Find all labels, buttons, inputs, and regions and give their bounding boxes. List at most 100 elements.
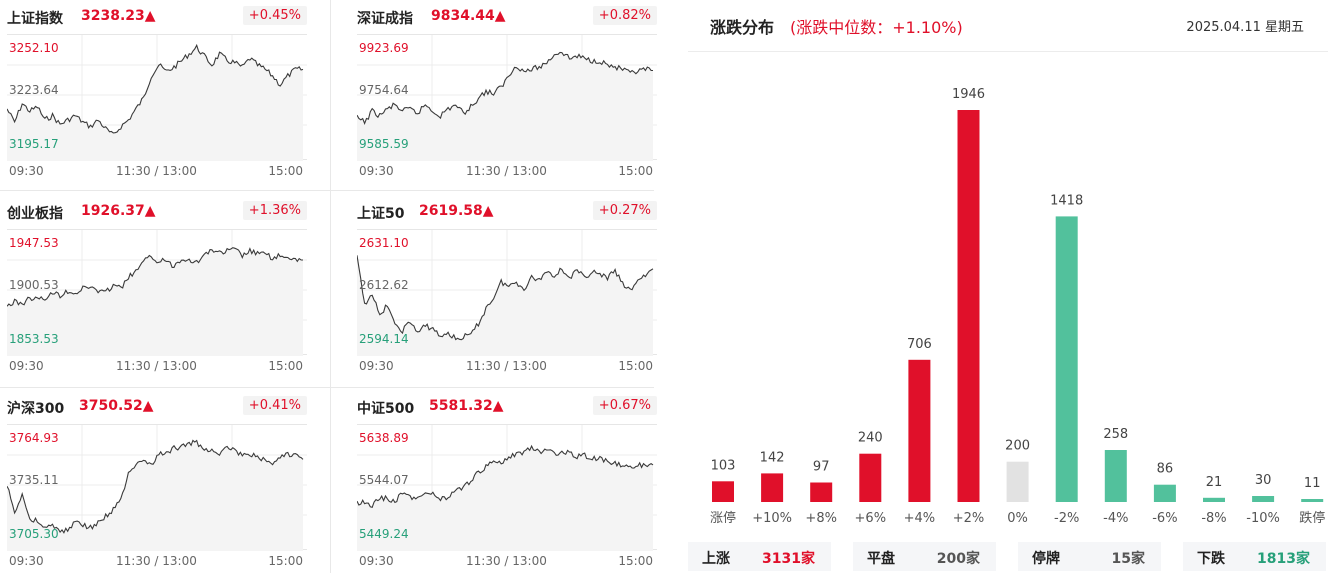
time-label-close: 15:00 — [618, 359, 653, 373]
index-change-badge: +0.82% — [592, 6, 657, 25]
time-axis: 09:30 11:30 / 13:00 15:00 — [357, 359, 657, 375]
price-low-label: 1853.53 — [9, 332, 59, 346]
index-panel[interactable]: 深证成指 9834.44▲ +0.82% 9923.69 9754.64 9585.59 0… — [357, 0, 657, 185]
distribution-title: 涨跌分布 — [710, 18, 775, 37]
category-label: -6% — [1152, 511, 1177, 526]
time-label-midday: 11:30 / 13:00 — [116, 164, 197, 178]
category-label: +2% — [953, 511, 985, 526]
category-label: +4% — [904, 511, 936, 526]
price-mid-label: 3735.11 — [9, 473, 59, 487]
bar-0%[interactable] — [1006, 461, 1029, 502]
bar-+8%[interactable] — [810, 482, 833, 503]
index-intraday-chart[interactable]: 9923.69 9754.64 9585.59 — [357, 34, 657, 161]
sparkline-line — [7, 439, 304, 534]
index-change-badge: +0.45% — [242, 6, 307, 25]
sparkline — [7, 230, 307, 356]
price-mid-label: 9754.64 — [359, 83, 409, 97]
price-mid-label: 5544.07 — [359, 473, 409, 487]
index-panel[interactable]: 上证指数 3238.23▲ +0.45% 3252.10 3223.64 3195.17 0… — [7, 0, 307, 185]
bar-+2%[interactable] — [957, 110, 980, 502]
bar-+4%[interactable] — [908, 359, 931, 502]
divider — [0, 387, 654, 388]
price-mid-label: 3223.64 — [9, 83, 59, 97]
summary-down[interactable]: 下跌 1813家 — [1183, 542, 1326, 571]
category-label: +8% — [805, 511, 837, 526]
time-label-midday: 11:30 / 13:00 — [466, 359, 547, 373]
category-label: +6% — [855, 511, 887, 526]
index-value: 1926.37▲ — [81, 203, 156, 219]
index-intraday-chart[interactable]: 5638.89 5544.07 5449.24 — [357, 424, 657, 551]
bar-value-label: 30 — [1255, 473, 1272, 488]
bar-value-label: 21 — [1206, 475, 1223, 490]
index-intraday-chart[interactable]: 3764.93 3735.11 3705.30 — [7, 424, 307, 551]
sparkline-line — [7, 247, 304, 307]
bar-value-label: 240 — [858, 431, 883, 446]
index-panel[interactable]: 中证500 5581.32▲ +0.67% 5638.89 5544.07 5449.24… — [357, 390, 657, 573]
index-panel[interactable]: 上证50 2619.58▲ +0.27% 2631.10 2612.62 2594.14 0… — [357, 195, 657, 380]
time-label-midday: 11:30 / 13:00 — [466, 554, 547, 568]
index-change-badge: +0.41% — [242, 396, 307, 415]
bar-+6%[interactable] — [859, 453, 882, 502]
index-change-badge: +0.27% — [592, 201, 657, 220]
category-label: +10% — [752, 511, 792, 526]
summary-halt-label: 停牌 — [1032, 551, 1060, 567]
index-header: 上证指数 3238.23▲ +0.45% — [7, 6, 307, 28]
time-label-midday: 11:30 / 13:00 — [116, 359, 197, 373]
index-intraday-chart[interactable]: 3252.10 3223.64 3195.17 — [7, 34, 307, 161]
divider — [330, 0, 331, 573]
time-label-open: 09:30 — [359, 554, 394, 568]
category-label: -4% — [1103, 511, 1128, 526]
sparkline-area — [357, 446, 653, 551]
price-low-label: 3195.17 — [9, 137, 59, 151]
bar-value-label: 11 — [1304, 476, 1321, 491]
index-change-badge: +1.36% — [242, 201, 307, 220]
time-label-open: 09:30 — [9, 554, 44, 568]
distribution-header: 涨跌分布 (涨跌中位数：+1.10%) 2025.04.11 星期五 — [688, 0, 1328, 52]
sparkline-line — [357, 255, 654, 341]
sparkline-area — [7, 440, 303, 551]
index-header: 沪深300 3750.52▲ +0.41% — [7, 396, 307, 418]
index-name: 创业板指 — [7, 206, 63, 222]
bar--4%[interactable] — [1104, 450, 1127, 502]
bar--10%[interactable] — [1252, 496, 1275, 502]
price-low-label: 2594.14 — [359, 332, 409, 346]
category-label: 涨停 — [710, 510, 736, 526]
summary-up-value: 3131家 — [762, 551, 815, 567]
time-label-open: 09:30 — [9, 164, 44, 178]
index-value: 5581.32▲ — [429, 398, 504, 414]
time-label-open: 09:30 — [359, 164, 394, 178]
sparkline-line — [7, 43, 304, 134]
summary-up-label: 上涨 — [702, 551, 730, 567]
summary-flat[interactable]: 平盘 200家 — [853, 542, 996, 571]
bar--8%[interactable] — [1203, 497, 1225, 502]
sparkline — [7, 35, 307, 161]
bar-+10%[interactable] — [761, 473, 784, 502]
index-panel[interactable]: 沪深300 3750.52▲ +0.41% 3764.93 3735.11 3705.30… — [7, 390, 307, 573]
index-intraday-chart[interactable]: 1947.53 1900.53 1853.53 — [7, 229, 307, 356]
sparkline-area — [7, 247, 303, 356]
index-value: 3750.52▲ — [79, 398, 154, 414]
time-label-open: 09:30 — [9, 359, 44, 373]
time-axis: 09:30 11:30 / 13:00 15:00 — [7, 359, 307, 375]
rise-fall-distribution-panel: 涨跌分布 (涨跌中位数：+1.10%) 2025.04.11 星期五 103 涨停… — [688, 0, 1328, 573]
bar-value-label: 103 — [711, 458, 736, 473]
index-intraday-chart[interactable]: 2631.10 2612.62 2594.14 — [357, 229, 657, 356]
index-name: 深证成指 — [357, 11, 413, 27]
bar-value-label: 142 — [760, 450, 785, 465]
index-name: 沪深300 — [7, 401, 65, 417]
price-mid-label: 2612.62 — [359, 278, 409, 292]
bar-value-label: 86 — [1157, 462, 1174, 477]
time-label-close: 15:00 — [268, 164, 303, 178]
bar-跌停[interactable] — [1301, 499, 1324, 502]
index-panel[interactable]: 创业板指 1926.37▲ +1.36% 1947.53 1900.53 1853.53 0… — [7, 195, 307, 380]
sparkline — [357, 230, 657, 356]
time-label-open: 09:30 — [359, 359, 394, 373]
bar-涨停[interactable] — [712, 481, 734, 502]
summary-halt[interactable]: 停牌 15家 — [1018, 542, 1161, 571]
time-label-close: 15:00 — [268, 359, 303, 373]
bar--6%[interactable] — [1153, 484, 1176, 502]
time-label-midday: 11:30 / 13:00 — [116, 554, 197, 568]
price-high-label: 9923.69 — [359, 41, 409, 55]
bar--2%[interactable] — [1055, 216, 1078, 502]
summary-up[interactable]: 上涨 3131家 — [688, 542, 831, 571]
